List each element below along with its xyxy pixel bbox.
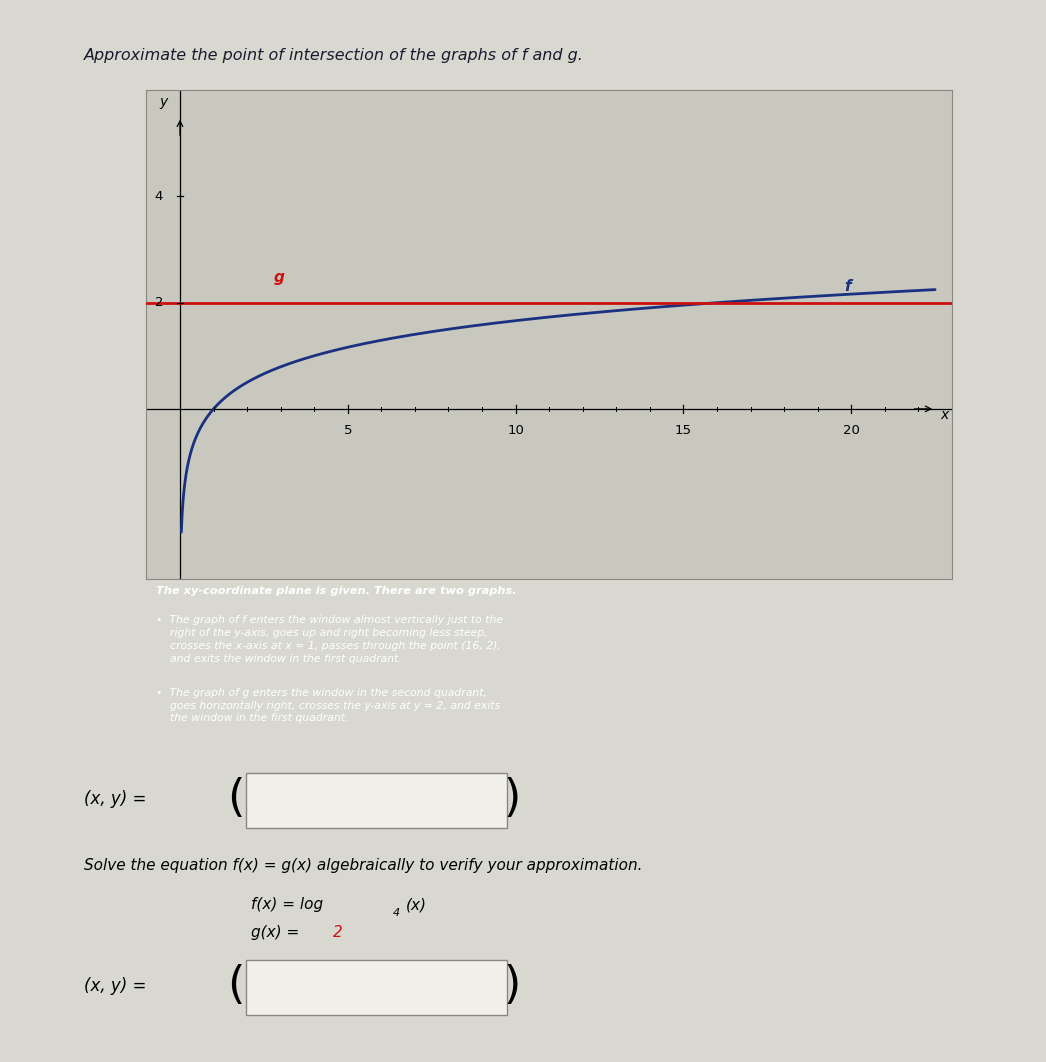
Text: Approximate the point of intersection of the graphs of f and g.: Approximate the point of intersection of…: [84, 48, 584, 63]
Text: x: x: [940, 408, 949, 423]
Text: ): ): [504, 964, 521, 1007]
Text: 4: 4: [393, 908, 401, 919]
Text: g(x) =: g(x) =: [251, 925, 304, 940]
Text: (x, y) =: (x, y) =: [84, 977, 146, 994]
Text: (x, y) =: (x, y) =: [84, 790, 146, 807]
Text: (: (: [227, 964, 244, 1007]
Text: 2: 2: [155, 296, 163, 309]
Text: 15: 15: [675, 424, 691, 436]
Text: 4: 4: [155, 190, 163, 203]
Text: g: g: [274, 271, 285, 286]
Text: f(x) = log: f(x) = log: [251, 897, 323, 912]
Text: •  The graph of f enters the window almost vertically just to the
    right of t: • The graph of f enters the window almos…: [156, 616, 503, 664]
Text: (: (: [227, 777, 244, 820]
Text: Solve the equation f(x) = g(x) algebraically to verify your approximation.: Solve the equation f(x) = g(x) algebraic…: [84, 858, 642, 873]
Text: ): ): [504, 777, 521, 820]
Text: 20: 20: [843, 424, 860, 436]
FancyBboxPatch shape: [246, 960, 507, 1015]
Text: •  The graph of g enters the window in the second quadrant,
    goes horizontall: • The graph of g enters the window in th…: [156, 688, 500, 723]
FancyBboxPatch shape: [246, 773, 507, 828]
Text: 10: 10: [507, 424, 524, 436]
Text: 5: 5: [343, 424, 353, 436]
Text: f: f: [844, 279, 851, 294]
Text: y: y: [159, 96, 167, 109]
Text: (x): (x): [406, 897, 427, 912]
Text: The xy-coordinate plane is given. There are two graphs.: The xy-coordinate plane is given. There …: [156, 585, 517, 596]
Text: 2: 2: [333, 925, 342, 940]
